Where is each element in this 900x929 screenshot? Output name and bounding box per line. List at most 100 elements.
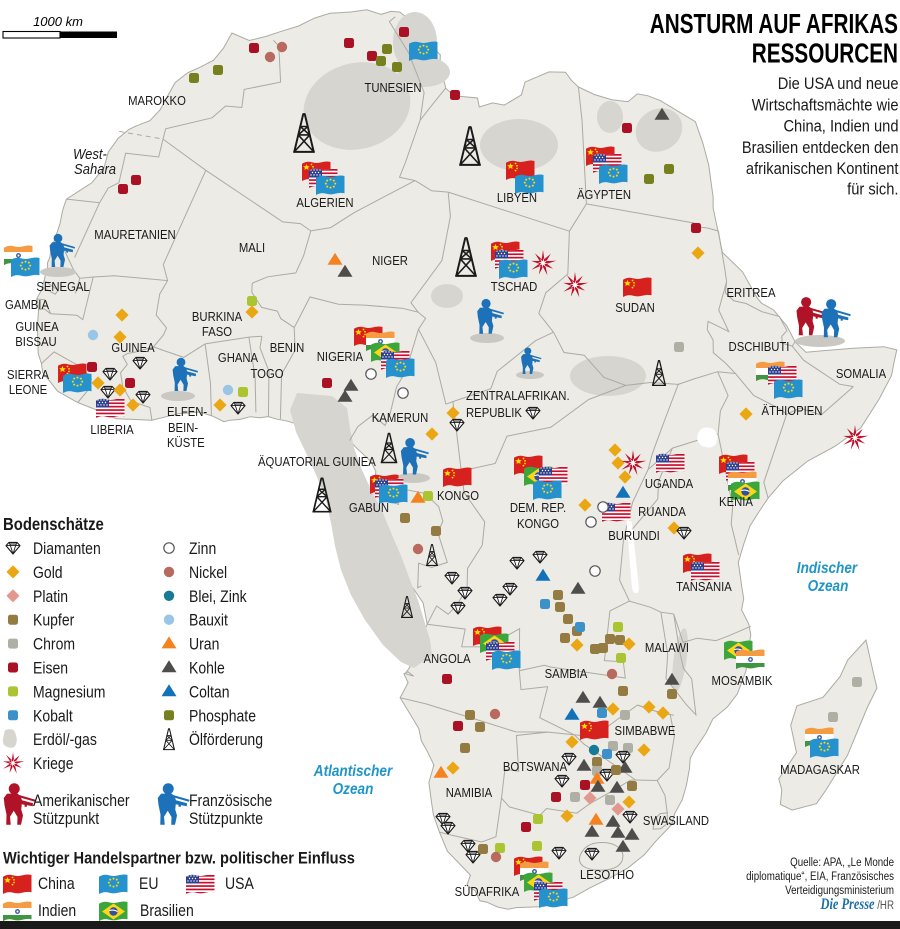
svg-text:LESOTHO: LESOTHO: [580, 867, 634, 882]
svg-text:TOGO: TOGO: [250, 366, 283, 381]
svg-text:diplomatique“, EIA, Französisc: diplomatique“, EIA, Französisches: [746, 870, 894, 883]
svg-text:LIBYEN: LIBYEN: [497, 190, 537, 205]
svg-text:MADAGASKAR: MADAGASKAR: [780, 762, 860, 777]
svg-text:China: China: [38, 875, 75, 893]
svg-text:Wichtiger Handelspartner bzw.: Wichtiger Handelspartner bzw. politische…: [3, 850, 355, 868]
svg-text:Nickel: Nickel: [189, 564, 227, 582]
svg-text:KAMERUN: KAMERUN: [372, 410, 429, 425]
svg-text:TSCHAD: TSCHAD: [491, 279, 538, 294]
svg-text:Kohle: Kohle: [189, 659, 225, 677]
svg-text:Platin: Platin: [33, 588, 68, 606]
svg-text:BOTSWANA: BOTSWANA: [503, 759, 568, 774]
svg-text:Brasilien entdecken den: Brasilien entdecken den: [742, 139, 899, 157]
svg-text:Indien: Indien: [38, 902, 76, 920]
svg-text:Diamanten: Diamanten: [33, 540, 101, 558]
svg-text:GHANA: GHANA: [218, 350, 259, 365]
svg-text:1000 km: 1000 km: [33, 14, 83, 29]
svg-text:GUINEA: GUINEA: [15, 319, 59, 334]
svg-text:SIMBABWE: SIMBABWE: [615, 723, 676, 738]
svg-text:KENIA: KENIA: [719, 494, 754, 509]
svg-text:ELFEN-: ELFEN-: [167, 404, 207, 419]
svg-text:Phosphate: Phosphate: [189, 707, 256, 725]
svg-text:Magnesium: Magnesium: [33, 683, 105, 701]
svg-text:Ozean: Ozean: [333, 781, 374, 798]
svg-text:MAURETANIEN: MAURETANIEN: [94, 227, 175, 242]
svg-text:USA: USA: [225, 875, 255, 893]
svg-text:Die Presse /HR: Die Presse /HR: [820, 896, 894, 914]
svg-text:ANSTURM AUF AFRIKAS: ANSTURM AUF AFRIKAS: [650, 9, 898, 40]
svg-text:Amerikanischer: Amerikanischer: [33, 792, 130, 810]
svg-text:Bodenschätze: Bodenschätze: [3, 515, 104, 534]
svg-text:KONGO: KONGO: [437, 488, 479, 503]
svg-text:Zinn: Zinn: [189, 540, 216, 558]
svg-text:Verteidigungsministerium: Verteidigungsministerium: [785, 884, 894, 897]
svg-text:Coltan: Coltan: [189, 683, 230, 701]
svg-text:Die USA und neue: Die USA und neue: [778, 75, 899, 93]
svg-text:DSCHIBUTI: DSCHIBUTI: [729, 339, 790, 354]
svg-text:SIERRA: SIERRA: [7, 367, 50, 382]
svg-text:Gold: Gold: [33, 564, 63, 582]
svg-text:West-: West-: [73, 145, 107, 162]
svg-text:Blei, Zink: Blei, Zink: [189, 588, 247, 606]
svg-text:SWASILAND: SWASILAND: [643, 813, 709, 828]
svg-text:BEIN-: BEIN-: [168, 420, 198, 435]
svg-text:Französische: Französische: [189, 792, 272, 810]
svg-text:Ölförderung: Ölförderung: [189, 730, 263, 749]
svg-text:Wirtschaftsmächte wie: Wirtschaftsmächte wie: [752, 97, 899, 115]
svg-text:DEM. REP.: DEM. REP.: [510, 500, 566, 515]
svg-text:EU: EU: [139, 875, 158, 893]
svg-text:RUANDA: RUANDA: [638, 504, 687, 519]
svg-text:ZENTRALAFRIKAN.: ZENTRALAFRIKAN.: [466, 388, 570, 403]
svg-text:Uran: Uran: [189, 636, 219, 654]
svg-text:BURUNDI: BURUNDI: [608, 528, 659, 543]
svg-text:NAMIBIA: NAMIBIA: [446, 785, 493, 800]
svg-text:ÄGYPTEN: ÄGYPTEN: [577, 187, 631, 202]
svg-text:ALGERIEN: ALGERIEN: [296, 195, 353, 210]
svg-text:BURKINA: BURKINA: [192, 309, 243, 324]
svg-text:SAMBIA: SAMBIA: [545, 666, 589, 681]
svg-text:GUINEA: GUINEA: [111, 340, 155, 355]
svg-text:MOSAMBIK: MOSAMBIK: [712, 673, 773, 688]
svg-text:Indischer: Indischer: [797, 560, 859, 577]
svg-text:NIGERIA: NIGERIA: [317, 349, 364, 364]
svg-text:MAROKKO: MAROKKO: [128, 93, 186, 108]
svg-text:Brasilien: Brasilien: [140, 902, 194, 920]
svg-text:Sahara: Sahara: [74, 160, 116, 177]
svg-text:ANGOLA: ANGOLA: [423, 651, 471, 666]
svg-text:Kriege: Kriege: [33, 755, 74, 773]
svg-text:LEONE: LEONE: [9, 382, 47, 397]
svg-text:KÜSTE: KÜSTE: [167, 435, 205, 450]
svg-text:TANSANIA: TANSANIA: [676, 579, 732, 594]
svg-text:GABUN: GABUN: [349, 500, 389, 515]
svg-text:ÄTHIOPIEN: ÄTHIOPIEN: [762, 403, 823, 418]
svg-text:KONGO: KONGO: [517, 516, 559, 531]
svg-text:LIBERIA: LIBERIA: [90, 422, 134, 437]
svg-text:SUDAN: SUDAN: [615, 300, 655, 315]
svg-text:SENEGAL: SENEGAL: [36, 279, 90, 294]
svg-text:MALAWI: MALAWI: [645, 640, 689, 655]
svg-text:BISSAU: BISSAU: [15, 334, 56, 349]
svg-text:Erdöl/-gas: Erdöl/-gas: [33, 731, 97, 749]
svg-text:Bauxit: Bauxit: [189, 612, 229, 630]
svg-text:SOMALIA: SOMALIA: [836, 366, 887, 381]
svg-text:China, Indien und: China, Indien und: [783, 118, 898, 136]
svg-text:UGANDA: UGANDA: [645, 476, 694, 491]
svg-text:ERITREA: ERITREA: [727, 285, 777, 300]
svg-text:REPUBLIK: REPUBLIK: [466, 405, 522, 420]
svg-text:TUNESIEN: TUNESIEN: [364, 80, 421, 95]
svg-text:Kobalt: Kobalt: [33, 707, 73, 725]
svg-text:MALI: MALI: [239, 240, 265, 255]
svg-text:ÄQUATORIAL GUINEA: ÄQUATORIAL GUINEA: [258, 454, 377, 469]
svg-text:BENIN: BENIN: [270, 340, 305, 355]
svg-text:Ozean: Ozean: [808, 578, 849, 595]
svg-text:Eisen: Eisen: [33, 659, 68, 677]
svg-text:Chrom: Chrom: [33, 636, 75, 654]
svg-text:Quelle: APA, „Le Monde: Quelle: APA, „Le Monde: [790, 856, 894, 869]
svg-text:Kupfer: Kupfer: [33, 612, 74, 630]
svg-text:RESSOURCEN: RESSOURCEN: [752, 39, 898, 70]
svg-text:afrikanischen Kontinent: afrikanischen Kontinent: [746, 160, 899, 178]
svg-text:für sich.: für sich.: [847, 181, 898, 199]
svg-text:NIGER: NIGER: [372, 253, 408, 268]
svg-text:SÜDAFRIKA: SÜDAFRIKA: [455, 884, 520, 899]
svg-text:FASO: FASO: [202, 324, 232, 339]
